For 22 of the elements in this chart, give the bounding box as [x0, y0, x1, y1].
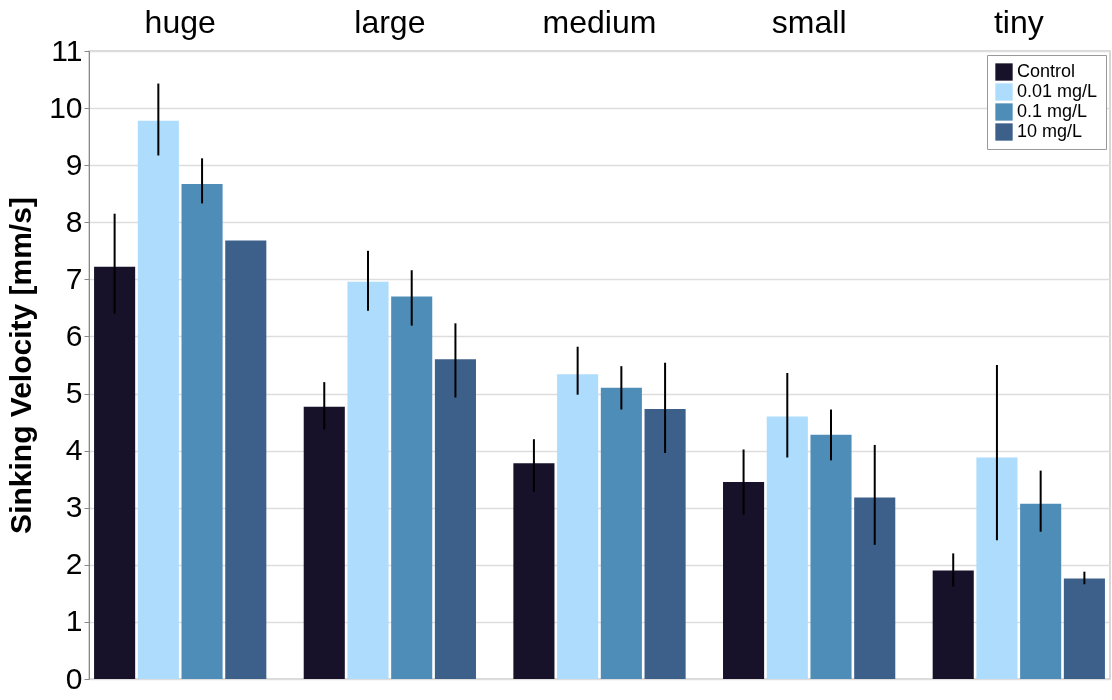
x-tick-label: tiny	[993, 3, 1044, 40]
legend-label: 10 mg/L	[1017, 121, 1083, 141]
y-tick-label: 5	[65, 376, 83, 410]
x-tick-label: small	[771, 3, 847, 40]
y-tick-label: 4	[65, 433, 83, 467]
y-tick-label: 0	[65, 661, 83, 695]
y-tick-label: 7	[65, 261, 83, 295]
y-tick-label: 1	[65, 604, 83, 638]
y-tick-label: 6	[65, 318, 83, 352]
x-tick-label: medium	[542, 3, 657, 40]
y-tick-label: 9	[65, 147, 83, 181]
y-tick-label: 8	[65, 204, 83, 238]
y-axis-title: Sinking Velocity [mm/s]	[4, 197, 38, 534]
y-tick-label: 11	[51, 33, 83, 67]
legend-label: 0.1 mg/L	[1017, 101, 1088, 121]
x-tick-label: large	[354, 3, 426, 40]
y-tick-label: 3	[65, 490, 83, 524]
legend-label: 0.01 mg/L	[1017, 81, 1098, 101]
y-tick-label: 2	[65, 547, 83, 581]
legend-label: Control	[1017, 61, 1076, 81]
x-tick-label: huge	[144, 3, 216, 40]
y-tick-label: 10	[49, 90, 83, 124]
